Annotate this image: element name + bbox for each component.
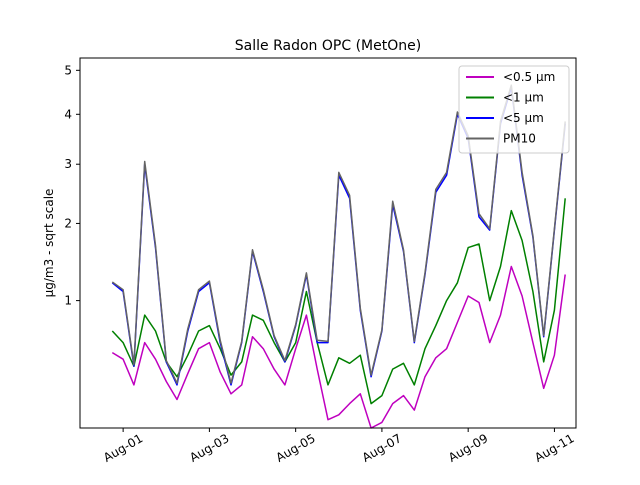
y-tick-label: 2 <box>64 216 72 230</box>
legend-label: PM10 <box>503 132 536 146</box>
axes-frame <box>79 57 577 429</box>
y-axis-label: µg/m3 - sqrt scale <box>42 189 56 298</box>
series-line-1 <box>111 198 566 405</box>
legend: <0.5 µm <1 µm <5 µm PM10 <box>458 65 570 154</box>
y-tick-label: 4 <box>64 107 72 121</box>
legend-label: <5 µm <box>503 111 544 125</box>
series-layer <box>111 84 566 429</box>
chart-title: Salle Radon OPC (MetOne) <box>235 38 421 54</box>
series-line-3 <box>111 84 566 384</box>
y-tick-label: 3 <box>64 157 72 171</box>
legend-label: <1 µm <box>503 91 544 105</box>
y-tick-label: 5 <box>64 63 72 77</box>
y-tick-label: 1 <box>64 294 72 308</box>
legend-label: <0.5 µm <box>503 70 555 84</box>
legend-box <box>458 65 570 154</box>
series-line-0 <box>111 265 566 429</box>
y-axis: 1 2 3 4 5 <box>64 63 80 308</box>
